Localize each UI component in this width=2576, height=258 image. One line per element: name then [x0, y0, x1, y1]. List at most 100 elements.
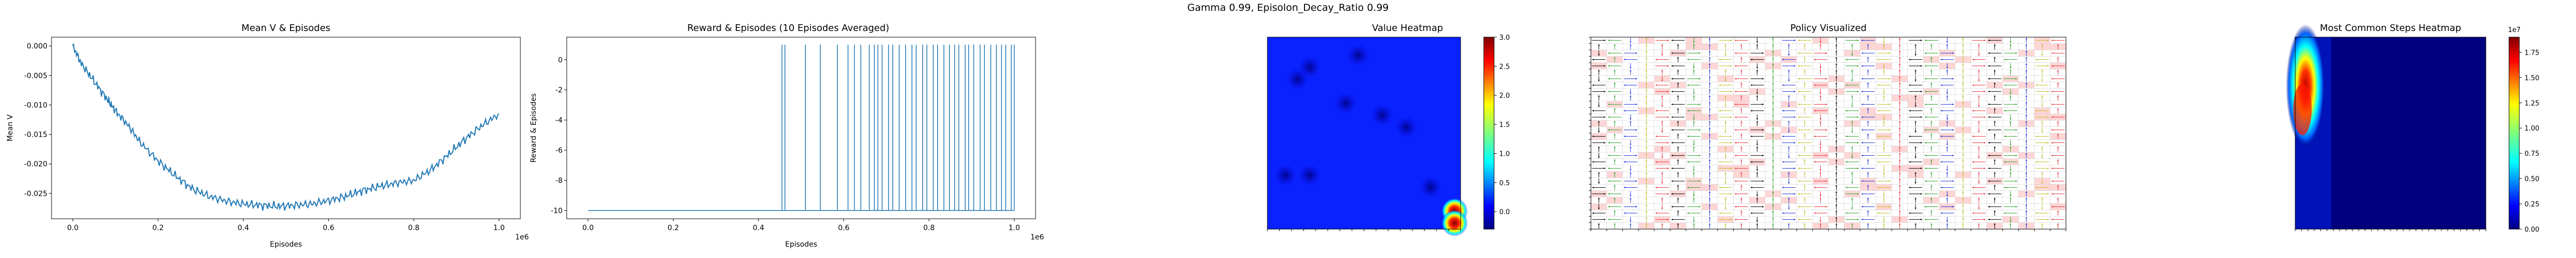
policy-arrow-head	[1592, 186, 1594, 189]
policy-arrow-head	[1687, 186, 1689, 189]
policy-arrow-head	[1962, 127, 1964, 129]
policy-arrow-head	[1920, 193, 1922, 195]
policy-arrow-head	[1661, 69, 1663, 72]
policy-arrow-head	[1750, 109, 1752, 112]
policy-arrow-head	[1614, 185, 1616, 187]
policy-arrow-head	[1962, 185, 1964, 187]
policy-arrow-head	[1645, 108, 1648, 110]
policy-arrow-head	[1924, 103, 1926, 105]
policy-arrow-head	[1614, 159, 1616, 161]
policy-arrow-head	[1750, 135, 1752, 137]
policy-arrow-head	[1731, 116, 1733, 118]
steps-heatmap-axis-ticks	[2295, 229, 2486, 231]
mean-v-x-ticks: 0.0 0.2 0.4 0.6 0.8 1.0	[67, 219, 505, 232]
policy-arrow-head	[1608, 154, 1610, 157]
policy-arrow-head	[1962, 121, 1964, 123]
policy-arrow-head	[1772, 185, 1774, 187]
policy-arrow-head	[1909, 161, 1911, 163]
policy-arrow-head	[1978, 69, 1980, 72]
policy-arrow-head	[1772, 82, 1774, 84]
mean-v-y-tick-label: 0.000	[27, 42, 47, 51]
policy-arrow-head	[2025, 140, 2027, 142]
policy-arrow-head	[2025, 217, 2027, 219]
policy-arrow-head	[1645, 223, 1648, 225]
policy-arrow-head	[1740, 197, 1742, 200]
policy-arrow-head	[1835, 44, 1838, 46]
policy-arrow-head	[1930, 197, 1933, 200]
policy-arrow-head	[1930, 44, 1933, 46]
policy-arrow-head	[2035, 109, 2038, 112]
policy-arrow-head	[1819, 41, 1822, 43]
policy-arrow-head	[1630, 92, 1632, 94]
policy-arrow-head	[1899, 89, 1901, 91]
policy-arrow-head	[1623, 186, 1625, 189]
policy-arrow-head	[1804, 69, 1806, 72]
policy-arrow-head	[1788, 95, 1790, 97]
policy-arrow-head	[2057, 44, 2059, 46]
policy-arrow-head	[2057, 172, 2059, 174]
policy-arrow-head	[1940, 84, 1942, 86]
value-heatmap-low-cell	[1335, 92, 1357, 114]
policy-arrow-head	[1735, 205, 1737, 208]
policy-arrow-head	[1630, 172, 1632, 174]
policy-arrow-head	[1857, 65, 1859, 67]
policy-arrow-head	[1693, 143, 1695, 146]
policy-arrow-head	[1825, 205, 1827, 208]
policy-arrow-head	[1804, 108, 1806, 110]
policy-arrow-head	[1608, 141, 1610, 144]
reward-x-offset: 1e6	[1030, 233, 1044, 241]
policy-arrow-head	[2025, 82, 2027, 84]
policy-arrow-head	[1645, 153, 1648, 155]
policy-arrow-head	[1962, 108, 1964, 110]
policy-arrow-head	[2025, 50, 2027, 52]
policy-arrow-head	[1909, 186, 1911, 189]
policy-arrow-head	[1708, 44, 1711, 46]
mean-v-xlabel: Episodes	[270, 240, 302, 249]
value-heatmap-axis-ticks	[1267, 229, 1461, 231]
policy-arrow-head	[1756, 44, 1758, 46]
policy-arrow-head	[1693, 118, 1695, 120]
policy-arrow-head	[1630, 195, 1632, 197]
policy-arrow-head	[1962, 217, 1964, 219]
policy-arrow-head	[1962, 153, 1964, 155]
policy-arrow-head	[1630, 67, 1632, 69]
policy-arrow-head	[1661, 95, 1663, 97]
policy-arrow-head	[1630, 220, 1632, 222]
figure-suptitle: Gamma 0.99, Episolon_Decay_Ratio 0.99	[1187, 2, 1389, 13]
policy-arrow-head	[1740, 172, 1742, 174]
policy-arrow-head	[2051, 116, 2053, 118]
policy-arrow-head	[1914, 223, 1917, 225]
policy-arrow-head	[1645, 57, 1648, 59]
policy-arrow-head	[1798, 90, 1800, 93]
policy-arrow-head	[1930, 159, 1933, 161]
policy-arrow-head	[2051, 52, 2053, 54]
mean-v-x-tick-label: 1.0	[494, 224, 505, 232]
policy-arrow-head	[1988, 154, 1990, 157]
policy-arrow-head	[1604, 193, 1606, 195]
policy-arrow-head	[1930, 95, 1933, 97]
policy-arrow-head	[1671, 52, 1673, 54]
policy-arrow-head	[1962, 89, 1964, 91]
policy-arrow-head	[2025, 114, 2027, 116]
policy-arrow-head	[1667, 218, 1669, 221]
policy-arrow-head	[1946, 195, 1948, 197]
mean-v-series-line	[72, 43, 500, 211]
policy-arrow-head	[1930, 82, 1933, 84]
policy-arrow-head	[1708, 146, 1711, 148]
policy-arrow-head	[1724, 105, 1726, 107]
policy-arrow-head	[1608, 39, 1610, 41]
policy-arrow-head	[1962, 63, 1964, 65]
policy-arrow-head	[1630, 223, 1632, 225]
policy-arrow-head	[1667, 167, 1669, 169]
policy-arrow-head	[1667, 116, 1669, 118]
policy-arrow-head	[1962, 172, 1964, 174]
policy-arrow-head	[2009, 41, 2012, 43]
policy-arrow-head	[1851, 197, 1853, 200]
policy-arrow-head	[1819, 69, 1822, 72]
policy-arrow-head	[2041, 131, 2043, 133]
policy-arrow-head	[1772, 76, 1774, 78]
policy-arrow-head	[2051, 65, 2053, 67]
policy-arrow-head	[1719, 161, 1721, 163]
policy-arrow-head	[1762, 129, 1764, 131]
policy-arrow-head	[1762, 77, 1764, 80]
